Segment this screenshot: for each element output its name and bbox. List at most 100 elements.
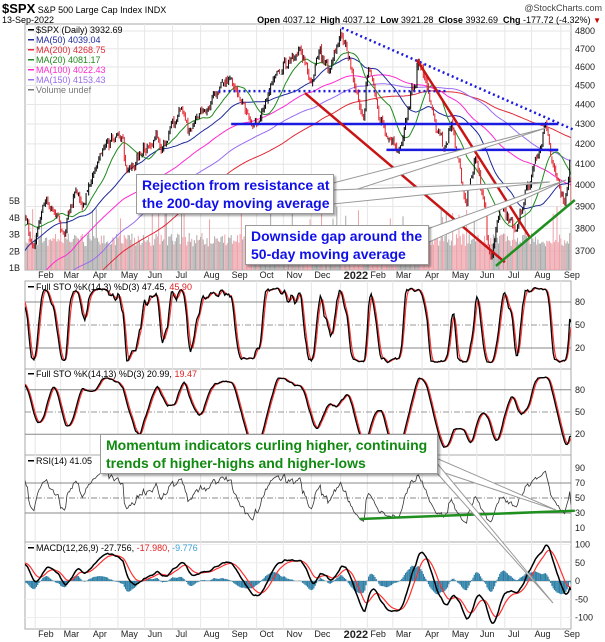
macd-histogram-bar bbox=[124, 581, 127, 590]
volume-bar bbox=[178, 234, 180, 270]
macd-histogram-bar bbox=[261, 580, 263, 581]
macd-histogram-bar bbox=[284, 576, 286, 581]
macd-histogram-bar bbox=[259, 581, 262, 582]
macd-histogram-bar bbox=[446, 581, 449, 588]
volume-bar bbox=[137, 235, 139, 270]
volume-bar bbox=[243, 236, 245, 270]
macd-histogram-bar bbox=[192, 581, 194, 586]
macd-histogram-bar bbox=[30, 581, 32, 589]
macd-histogram-bar bbox=[121, 581, 123, 584]
volume-bar bbox=[29, 233, 31, 270]
macd-histogram-bar bbox=[429, 581, 431, 587]
macd-histogram-bar bbox=[282, 576, 284, 581]
legend-label: MA(20) bbox=[36, 55, 66, 65]
volume-bar bbox=[231, 243, 233, 270]
volume-bar bbox=[525, 236, 527, 270]
sto2-k-line bbox=[25, 376, 571, 448]
volume-bar bbox=[144, 240, 146, 270]
macd-histogram-bar bbox=[383, 581, 385, 587]
macd-histogram-bar bbox=[266, 575, 268, 581]
macd-histogram-bar bbox=[399, 580, 402, 581]
volume-bar bbox=[513, 219, 515, 270]
callout-gap: Downside gap around the 50-day moving av… bbox=[245, 225, 429, 265]
volume-bar bbox=[444, 236, 446, 270]
macd-histogram-bar bbox=[327, 581, 329, 583]
legend-value: 4081.17 bbox=[68, 55, 101, 65]
macd-histogram-bar bbox=[117, 581, 119, 582]
volume-bar bbox=[69, 241, 71, 270]
volume-bar bbox=[183, 213, 185, 270]
macd-histogram-bar bbox=[342, 576, 344, 581]
macd-histogram-bar bbox=[155, 577, 157, 581]
macd-histogram-bar bbox=[453, 578, 455, 581]
x-axis-label: Jul bbox=[176, 629, 188, 639]
macd-histogram-bar bbox=[418, 567, 421, 581]
macd-histogram-bar bbox=[323, 580, 325, 581]
volume-bar bbox=[538, 243, 540, 270]
x-axis-label: Sep bbox=[232, 270, 248, 280]
sto1-d-line bbox=[25, 287, 571, 363]
volume-bar bbox=[49, 239, 51, 270]
macd-histogram-bar bbox=[201, 580, 203, 581]
macd-histogram-bar bbox=[558, 581, 561, 594]
macd-histogram-bar bbox=[430, 581, 432, 589]
volume-bar bbox=[528, 234, 530, 270]
volume-bar bbox=[441, 217, 443, 270]
volume-bar bbox=[189, 241, 191, 270]
volume-bar bbox=[111, 244, 113, 270]
macd-histogram-bar bbox=[536, 571, 538, 581]
volume-bar bbox=[546, 240, 548, 270]
volume-bar bbox=[123, 235, 125, 270]
volume-bar bbox=[547, 241, 549, 270]
macd-histogram-bar bbox=[150, 578, 152, 581]
macd-histogram-bar bbox=[564, 581, 566, 594]
volume-bar bbox=[240, 208, 242, 270]
volume-bar bbox=[98, 241, 100, 270]
macd-histogram-bar bbox=[289, 579, 291, 581]
macd-histogram-bar bbox=[369, 574, 371, 581]
macd-histogram-bar bbox=[267, 574, 269, 581]
x-axis-label: Jun bbox=[480, 270, 495, 280]
macd-histogram-bar bbox=[431, 581, 433, 591]
macd-histogram-bar bbox=[183, 578, 185, 581]
macd-histogram-bar bbox=[107, 577, 109, 581]
macd-histogram-bar bbox=[333, 580, 335, 581]
macd-histogram-bar bbox=[254, 581, 256, 586]
macd-histogram-bar bbox=[250, 581, 253, 589]
volume-bar bbox=[514, 239, 516, 270]
volume-bar bbox=[452, 213, 454, 270]
volume-bar bbox=[170, 234, 172, 270]
macd-histogram-bar bbox=[420, 569, 422, 581]
macd-histogram-bar bbox=[334, 579, 337, 581]
volume-bar bbox=[175, 237, 177, 270]
volume-bar bbox=[475, 241, 477, 270]
macd-histogram-bar bbox=[510, 576, 512, 581]
volume-bar bbox=[197, 240, 199, 270]
macd-histogram-bar bbox=[272, 572, 274, 581]
volume-bar bbox=[52, 237, 54, 270]
callout-line: 50-day moving average bbox=[251, 246, 406, 262]
macd-histogram-bar bbox=[132, 581, 134, 589]
volume-bar bbox=[238, 242, 240, 270]
volume-bar bbox=[168, 236, 170, 270]
macd-histogram-bar bbox=[301, 581, 304, 583]
trendline-uptrend-support bbox=[495, 199, 576, 267]
volume-bar bbox=[172, 240, 174, 270]
volume-bar bbox=[485, 242, 487, 270]
volume-bar bbox=[112, 237, 114, 270]
volume-bar bbox=[219, 242, 221, 270]
macd-histogram-bar bbox=[485, 581, 487, 584]
macd-histogram-bar bbox=[258, 581, 260, 584]
macd-histogram-bar bbox=[200, 580, 202, 581]
macd-histogram-bar bbox=[476, 572, 478, 581]
legend-swatch bbox=[28, 460, 34, 462]
x-axis-label: Aug bbox=[204, 629, 220, 639]
volume-bar bbox=[472, 238, 474, 270]
macd-histogram-bar bbox=[448, 581, 450, 585]
volume-bar bbox=[75, 235, 77, 270]
macd-histogram-bar bbox=[312, 581, 314, 590]
macd-histogram-bar bbox=[48, 577, 50, 581]
legend-entry: MA(100) 4022.43 bbox=[36, 65, 106, 75]
macd-histogram-bar bbox=[206, 580, 208, 581]
volume-bar bbox=[224, 234, 226, 270]
